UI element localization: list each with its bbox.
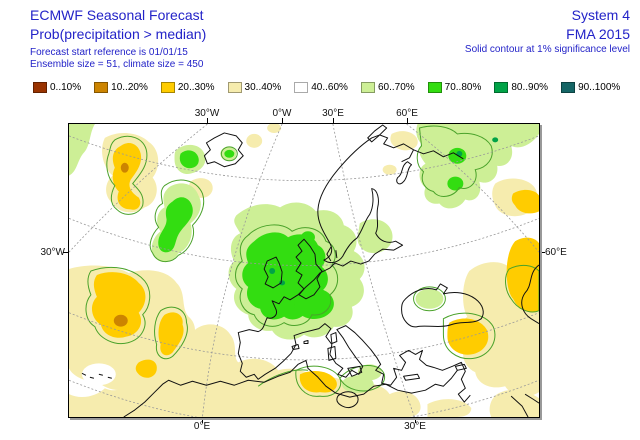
tick-top-3 bbox=[333, 118, 334, 123]
map-label-left-30w: 30°W bbox=[40, 247, 65, 258]
color-swatch-6 bbox=[427, 82, 442, 93]
coast-islands bbox=[291, 332, 467, 381]
coast-europe-main bbox=[237, 267, 471, 403]
coast-caspian bbox=[521, 264, 539, 325]
color-swatch-3 bbox=[227, 82, 242, 93]
tick-top-2 bbox=[282, 118, 283, 123]
legend-label-1: 10..20% bbox=[111, 82, 148, 93]
header-left: ECMWF Seasonal Forecast Prob(precipitati… bbox=[30, 6, 206, 71]
tick-left-1 bbox=[63, 252, 68, 253]
legend-label-2: 20..30% bbox=[177, 82, 215, 93]
coast-baltic bbox=[323, 188, 404, 269]
note-ensemble: Ensemble size = 51, climate size = 450 bbox=[30, 59, 204, 70]
color-swatch-1 bbox=[94, 82, 109, 93]
map-label-top-30w: 30°W bbox=[194, 108, 220, 119]
color-swatch-0 bbox=[33, 82, 47, 93]
region-holes-white bbox=[81, 289, 233, 386]
title-variable: Prob(precipitation > median) bbox=[30, 26, 207, 42]
tick-bottom-1 bbox=[202, 418, 203, 423]
title-product: ECMWF Seasonal Forecast bbox=[30, 7, 204, 23]
legend-label-0: 0..10% bbox=[50, 82, 82, 93]
coast-iceland bbox=[203, 132, 244, 168]
coast-black-sea bbox=[401, 283, 484, 328]
legend-label-3: 30..40% bbox=[244, 82, 282, 93]
graticule bbox=[69, 124, 539, 417]
tick-top-1 bbox=[207, 118, 208, 123]
header-right: System 4 FMA 2015 Solid contour at 1% si… bbox=[465, 6, 630, 56]
color-swatch-2 bbox=[160, 82, 175, 93]
region-fill-20-30 bbox=[91, 143, 539, 393]
color-swatch-8 bbox=[561, 82, 576, 93]
forecast-map bbox=[68, 123, 540, 418]
coast-canaries bbox=[81, 372, 112, 379]
coast-scandinavia-west bbox=[317, 134, 415, 244]
coast-denmark bbox=[326, 246, 338, 262]
legend-label-5: 60..70% bbox=[377, 82, 415, 93]
probability-legend: 0..10% 10..20% 20..30% 30..40% 40..60% 6… bbox=[33, 82, 620, 93]
map-label-top-30e: 30°E bbox=[322, 108, 344, 119]
legend-label-8: 90..100% bbox=[578, 82, 621, 93]
tick-right-1 bbox=[540, 252, 545, 253]
map-label-top-0w: 0°W bbox=[272, 108, 292, 119]
season-label: FMA 2015 bbox=[566, 26, 630, 42]
legend-item-7: 80..90% bbox=[494, 82, 548, 93]
coastlines bbox=[81, 124, 539, 417]
significance-contours bbox=[85, 125, 539, 397]
legend-item-1: 10..20% bbox=[94, 82, 148, 93]
coast-great-britain bbox=[295, 238, 323, 300]
legend-item-8: 90..100% bbox=[561, 82, 620, 93]
map-label-bottom-0e: 0°E bbox=[193, 421, 211, 432]
legend-item-2: 20..30% bbox=[160, 82, 215, 93]
legend-item-5: 60..70% bbox=[360, 82, 415, 93]
region-fill-10-20 bbox=[113, 162, 129, 327]
legend-label-6: 70..80% bbox=[444, 82, 482, 93]
legend-item-4: 40..60% bbox=[294, 82, 348, 93]
legend-item-0: 0..10% bbox=[33, 82, 81, 93]
system-label: System 4 bbox=[571, 7, 630, 23]
tick-bottom-2 bbox=[415, 418, 416, 423]
contour-note: Solid contour at 1% significance level bbox=[464, 44, 630, 55]
map-canvas bbox=[69, 124, 539, 417]
map-label-top-60e: 60°E bbox=[396, 108, 418, 119]
note-start-date: Forecast start reference is 01/01/15 bbox=[30, 47, 188, 58]
color-swatch-7 bbox=[494, 82, 509, 93]
legend-label-7: 80..90% bbox=[511, 82, 549, 93]
coast-novaya-zemlya bbox=[367, 124, 388, 143]
map-label-bottom-30e: 30°E bbox=[404, 421, 426, 432]
coast-ireland bbox=[263, 256, 283, 289]
color-swatch-5 bbox=[360, 82, 375, 93]
coast-persian-gulf bbox=[510, 393, 539, 417]
tick-top-4 bbox=[407, 118, 408, 123]
contour-black-sahara bbox=[336, 391, 359, 408]
legend-item-3: 30..40% bbox=[227, 82, 282, 93]
legend-label-4: 40..60% bbox=[311, 82, 348, 93]
legend-item-6: 70..80% bbox=[427, 82, 482, 93]
coast-russia-north bbox=[413, 149, 464, 160]
coast-africa bbox=[123, 359, 458, 417]
color-swatch-4 bbox=[294, 82, 309, 93]
map-label-right-60e: 60°E bbox=[545, 247, 567, 258]
coast-white-sea bbox=[396, 161, 413, 185]
